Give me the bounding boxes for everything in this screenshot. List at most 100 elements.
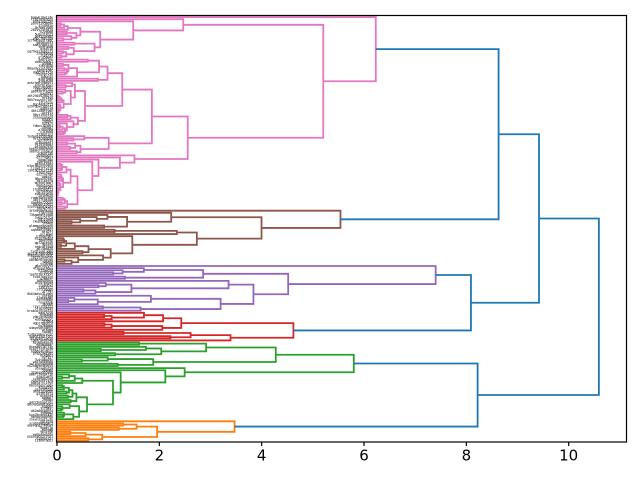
leaf-label: 4lyqy57u xyxy=(38,385,53,389)
leaf-label: te0rwfrcsb xyxy=(35,245,54,249)
leaf-label: pci4mky xyxy=(40,232,53,236)
leaf-label: a7duxhhq xyxy=(38,128,53,132)
leaf-label: jw6acb xyxy=(42,260,53,264)
leaf-label: 86x42qy0wl9ue1 xyxy=(27,402,53,406)
leaf-label: 5fm4uh xyxy=(42,222,53,226)
leaf-label: 5f36gtzp2 xyxy=(36,132,53,136)
x-axis: 0 2 4 6 8 10 xyxy=(52,442,578,465)
leaf-label: 9y13ckaqnyh xyxy=(33,137,53,141)
leaf-label: rs193j6eaz xyxy=(35,143,54,147)
leaf-label: 281vy23tdi1s xyxy=(31,28,53,32)
leaf-label: 4ly4hkiw xyxy=(38,24,54,28)
leaf-label: kbv80r6fqrwsk xyxy=(29,258,53,262)
leaf-label: pe452dxk8d xyxy=(35,34,54,38)
leaf-label: rzmbtwnxc4en xyxy=(31,196,53,200)
leaf-label: 3izh4vl xyxy=(40,407,53,411)
cluster-purple-links xyxy=(57,265,437,312)
leaf-label: 98vt19utttu xyxy=(33,113,53,117)
leaf-label: n5unplv3u xyxy=(36,73,53,77)
leaf-label: apfax0bo8 xyxy=(36,190,53,194)
leaf-label: f990gk2 xyxy=(40,411,53,415)
leaf-label: 133b6lqdsi xyxy=(35,439,54,443)
leaf-label: zltrapppv xyxy=(36,288,53,292)
leaf-label: 222eeosmxq9 xyxy=(33,115,53,119)
leaf-label: p1s934fg2p xyxy=(35,388,54,392)
x-tick-label: 8 xyxy=(462,447,472,465)
leaf-label: 6mij0y60 xyxy=(38,217,53,221)
leaf-label: xahq7id4c xyxy=(36,68,53,72)
leaf-label: g139l6f73 xyxy=(36,392,53,396)
x-tick-label: 2 xyxy=(155,447,165,465)
leaf-label: 6dubcu xyxy=(42,117,53,121)
leaf-label: z4h9vz xyxy=(42,120,53,124)
leaf-label: xebdewggxt xyxy=(35,317,54,321)
leaf-label: pepacwchi7fhrj xyxy=(27,434,53,438)
leaf-label: l3viaof5cxfisk xyxy=(27,168,53,172)
leaf-label: xe2cuhf0msqqkg xyxy=(27,251,53,255)
leaf-label: he6lh2kmvsmvn xyxy=(29,147,53,151)
leaf-label: hm95bybgo99k xyxy=(31,415,53,419)
leaf-label: dk2a0ntp897x xyxy=(31,409,53,413)
leaf-label: 281e9n2u xyxy=(38,194,53,198)
leaf-label: j7qy7dlb xyxy=(38,211,53,215)
leaf-label: w2z695t9 xyxy=(38,139,53,143)
leaf-label: 5sembe xyxy=(42,368,53,372)
leaf-label: 602btoqy7uagx xyxy=(29,383,53,387)
leaf-label: 7i4b2imknzvq1c xyxy=(27,332,53,336)
leaf-label: uggm7bsw xyxy=(38,158,54,162)
leaf-label: aayvqng2fm0hv9 xyxy=(27,424,53,428)
leaf-label: xzryl4 xyxy=(42,111,53,115)
leaf-label: 32nmla9h52eb xyxy=(31,371,53,375)
leaf-label: 8lkb8o7 xyxy=(40,354,53,358)
leaf-label: saajragxilp xyxy=(33,43,53,47)
leaf-label: 8mduimxob xyxy=(36,183,53,187)
leaf-label: sy6thtvmlb xyxy=(35,192,54,196)
cluster-green-links xyxy=(57,341,355,421)
leaf-label: igmscwkd834p xyxy=(31,339,53,343)
leaf-label: m5umubkqr xyxy=(36,343,53,347)
leaf-label: 4qbt7q8dcc8 xyxy=(33,322,53,326)
leaf-label: xwlxccsqu6nhk xyxy=(29,362,53,366)
leaf-label: rzvrifhjz22 xyxy=(33,305,53,309)
leaf-label: pgtcuis40j xyxy=(35,162,54,166)
leaf-label: x86fbrishbku4 xyxy=(29,149,53,153)
leaf-label: d404fi0 xyxy=(40,107,53,111)
leaf-label: huo79cde0147c xyxy=(29,413,53,417)
leaf-label: 5fnbn4 xyxy=(42,320,53,324)
leaf-label: jtnhh5ygfl1 xyxy=(33,188,53,192)
leaf-label: saty2sg xyxy=(40,419,53,423)
leaf-label: djdhqsr5j xyxy=(36,437,53,441)
leaf-label: vxlgkq2zzw xyxy=(35,145,55,149)
plot-border xyxy=(55,14,628,443)
leaf-label: xmneotcnbil xyxy=(33,202,53,206)
leaf-label: rov241mb xyxy=(38,300,53,304)
leaf-label: mfa2fj xyxy=(42,230,53,234)
leaf-label: 37atexaac xyxy=(36,296,53,300)
leaf-label: d2dz1ue7v xyxy=(36,375,53,379)
leaf-label: byfyi7 xyxy=(42,356,53,360)
leaf-label: lpeh2fhckcxxl xyxy=(29,273,53,277)
leaf-label: jubr6qf5y xyxy=(36,160,53,164)
leaf-label: 60qu3vxiulo9x5 xyxy=(27,66,53,70)
leaf-label: iwnaz51tcm xyxy=(35,215,54,219)
leaf-label: c6saw8u7s0 xyxy=(35,366,54,370)
leaf-label: f7edl49f1 xyxy=(36,171,53,175)
leaf-label: taozbj xyxy=(42,330,53,334)
leaf-label: dqaln2yo xyxy=(38,311,53,315)
leaf-label: wtsgyo xyxy=(42,328,53,332)
leaf-label: 3mi8ig38dsh xyxy=(33,390,53,394)
leaf-label: 40t1200ttybr xyxy=(31,109,53,113)
leaf-label: 4rkr8jkbys xyxy=(35,83,54,87)
leaf-label: otohjd3 xyxy=(40,394,53,398)
leaf-label: thmebwioz xyxy=(36,226,53,230)
cluster-links xyxy=(56,16,437,442)
leaf-label: ws5jwk6394g xyxy=(33,360,53,364)
leaf-label: oq79xal3q6ie71 xyxy=(27,49,53,53)
x-tick-label: 6 xyxy=(359,447,369,465)
leaf-label: g8smud3f3 xyxy=(36,41,53,45)
leaf-label: 4tdiewr0 xyxy=(38,79,53,83)
leaf-label: d23hxgea31 xyxy=(35,141,54,145)
leaf-label: y0djayuw2do xyxy=(33,315,53,319)
leaf-label: 9r1tsu xyxy=(42,96,53,100)
leaf-label: g3dod2 xyxy=(42,62,53,66)
